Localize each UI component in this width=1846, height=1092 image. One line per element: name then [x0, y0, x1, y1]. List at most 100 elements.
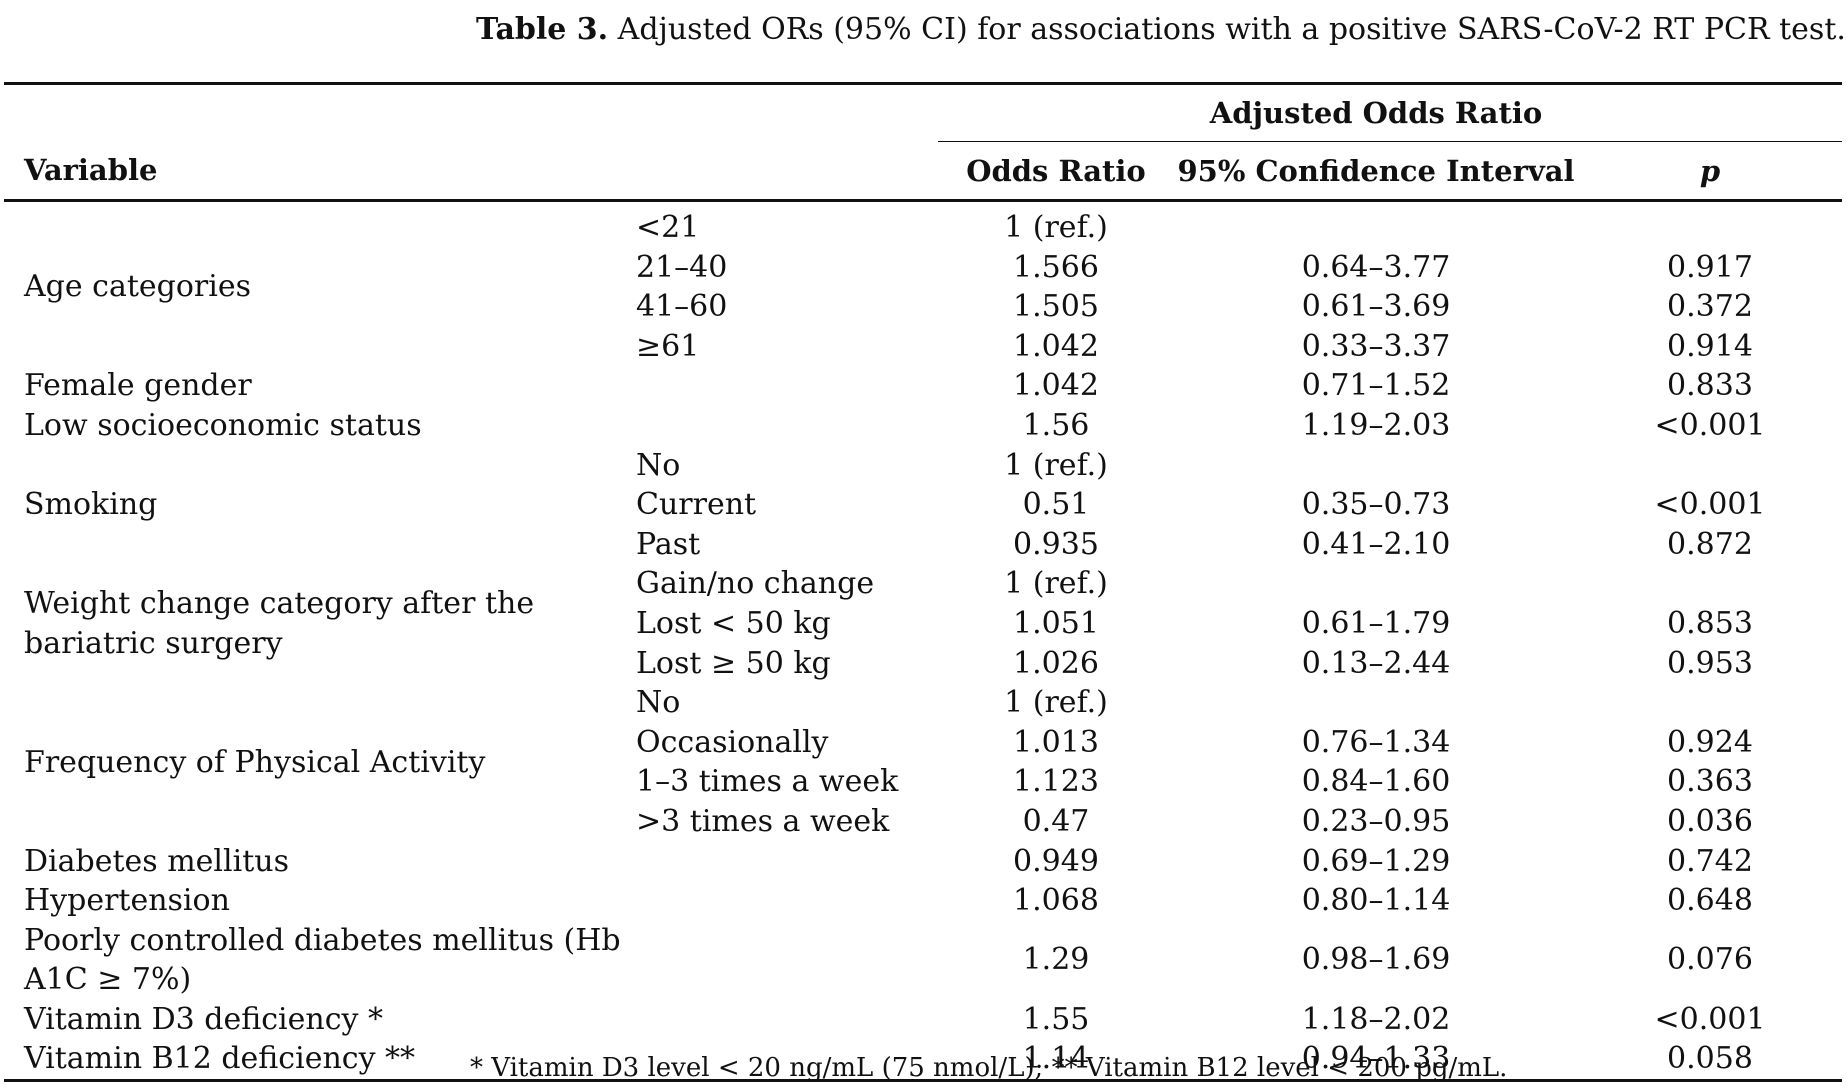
odds-ratio-cell: 0.949 — [1013, 843, 1099, 879]
odds-ratio-cell: 1 (ref.) — [1004, 210, 1108, 245]
odds-ratio-cell: 1.026 — [1013, 645, 1099, 681]
odds-ratio-cell: 0.47 — [1022, 803, 1090, 839]
ci-cell: 0.35–0.73 — [1301, 487, 1451, 523]
ci-cell: 0.23–0.95 — [1301, 803, 1451, 839]
odds-ratio-cell: 1.56 — [1022, 407, 1090, 443]
variable-cell: Smoking — [4, 446, 636, 565]
subcategory-cell: Current — [636, 487, 757, 523]
variable-cell: Frequency of Physical Activity — [4, 683, 636, 841]
odds-ratio-cell: 1.068 — [1013, 883, 1099, 919]
table-caption-label: Table 3. — [476, 12, 609, 47]
p-value-cell: 0.742 — [1667, 843, 1753, 879]
subcategory-cell — [636, 366, 938, 406]
subcategory-cell: 41–60 — [636, 289, 728, 325]
p-value-cell: 0.372 — [1667, 289, 1753, 325]
subcategory-cell — [636, 842, 938, 882]
variable-cell: Diabetes mellitus — [4, 842, 636, 882]
variable-label: Weight change category after the bariatr… — [24, 586, 535, 661]
variable-cell: Poorly controlled diabetes mellitus (Hb … — [4, 921, 636, 1000]
header-ci: 95% Confidence Interval — [1174, 141, 1578, 202]
table-row: 41–60 1.505 0.61–3.69 0.372 — [4, 287, 1842, 327]
subcategory-cell: Gain/no change — [636, 566, 875, 602]
table-row: Smoking No 1 (ref.) — [4, 446, 1842, 523]
variable-cell: Low socioeconomic status — [4, 406, 636, 446]
odds-ratio-cell: 1.013 — [1013, 724, 1099, 760]
variable-label: Vitamin B12 deficiency ** — [24, 1041, 416, 1077]
ci-cell: 0.71–1.52 — [1301, 368, 1451, 404]
ci-cell — [1174, 446, 1578, 486]
odds-ratio-cell: 1.29 — [1022, 942, 1090, 978]
p-value-cell: 0.917 — [1667, 249, 1753, 285]
table-row: Lost ≥ 50 kg 1.026 0.13–2.44 0.953 — [4, 644, 1842, 684]
ci-cell: 0.61–1.79 — [1301, 605, 1451, 641]
p-value-cell — [1578, 201, 1842, 248]
ci-cell — [1174, 683, 1578, 723]
ci-cell: 0.13–2.44 — [1301, 645, 1451, 681]
subcategory-cell: ≥61 — [636, 328, 700, 364]
table-footnote: * Vitamin D3 level < 20 ng/mL (75 nmol/L… — [470, 1053, 1508, 1083]
table-row: Lost < 50 kg 1.051 0.61–1.79 0.853 — [4, 604, 1842, 644]
ci-cell: 0.64–3.77 — [1301, 249, 1451, 285]
table-caption: Table 3. Adjusted ORs (95% CI) for assoc… — [476, 8, 1846, 52]
odds-ratio-cell: 1.14 — [938, 1039, 1174, 1083]
table-row: Past 0.935 0.41–2.10 0.872 — [4, 525, 1842, 565]
p-value-cell: 0.648 — [1667, 883, 1753, 919]
results-table: Adjusted Odds Ratio Variable Odds Ratio … — [4, 82, 1842, 1083]
p-value-cell: 0.924 — [1667, 724, 1753, 760]
header-variable: Variable — [4, 141, 636, 202]
subcategory-cell — [636, 1000, 938, 1040]
p-value-cell: 0.833 — [1667, 368, 1753, 404]
subcategory-cell — [636, 1039, 938, 1083]
subcategory-cell: No — [636, 447, 681, 483]
table-body: Age categories <21 1 (ref.) 21–40 1.566 0.64–… — [4, 201, 1842, 1083]
ci-cell: 0.61–3.69 — [1301, 289, 1451, 325]
variable-cell: Age categories — [4, 201, 636, 367]
header-odds-ratio: Odds Ratio — [938, 141, 1174, 202]
variable-label: Smoking — [24, 487, 158, 523]
table-row: Age categories <21 1 (ref.) — [4, 201, 1842, 304]
p-value-cell: 0.036 — [1667, 803, 1753, 839]
odds-ratio-cell: 0.935 — [1013, 526, 1099, 562]
subcategory-cell: Past — [636, 526, 701, 562]
subcategory-cell: <21 — [636, 210, 700, 245]
ci-cell: 0.84–1.60 — [1301, 764, 1451, 800]
ci-cell: 0.69–1.29 — [1301, 843, 1451, 879]
subcategory-cell: 21–40 — [636, 249, 728, 285]
variable-label: Female gender — [24, 368, 252, 404]
ci-cell — [1174, 201, 1578, 248]
subcategory-cell: 1–3 times a week — [636, 764, 899, 800]
p-value-cell: <0.001 — [1654, 487, 1766, 523]
odds-ratio-cell: 0.51 — [1022, 487, 1090, 523]
table-row: 1–3 times a week 1.123 0.84–1.60 0.363 — [4, 762, 1842, 802]
variable-cell: Female gender — [4, 366, 636, 406]
table-row: ≥61 1.042 0.33–3.37 0.914 — [4, 327, 1842, 367]
p-value-cell: 0.058 — [1578, 1039, 1842, 1083]
table-row: Female gender 1.042 0.71–1.52 0.833 — [4, 366, 1842, 406]
ci-cell: 0.98–1.69 — [1301, 942, 1451, 978]
ci-cell: 1.18–2.02 — [1301, 1001, 1451, 1037]
odds-ratio-cell: 1.566 — [1013, 249, 1099, 285]
p-value-cell — [1578, 683, 1842, 723]
variable-cell: Hypertension — [4, 881, 636, 921]
odds-ratio-cell: 1.123 — [1013, 764, 1099, 800]
table-row: 21–40 1.566 0.64–3.77 0.917 — [4, 248, 1842, 288]
variable-cell: Vitamin B12 deficiency ** — [4, 1039, 636, 1083]
odds-ratio-cell: 1 (ref.) — [1004, 447, 1108, 483]
p-value-cell: 0.853 — [1667, 605, 1753, 641]
table-row: Vitamin B12 deficiency ** 1.14 0.94–1.33 0.… — [4, 1039, 1842, 1083]
table-row: >3 times a week 0.47 0.23–0.95 0.036 — [4, 802, 1842, 842]
header-row-columns: Variable Odds Ratio 95% Confidence Inter… — [4, 141, 1842, 202]
ci-cell: 0.80–1.14 — [1301, 883, 1451, 919]
variable-label: Frequency of Physical Activity — [24, 744, 486, 780]
odds-ratio-cell: 1.55 — [1022, 1001, 1090, 1037]
table-row: Poorly controlled diabetes mellitus (Hb … — [4, 921, 1842, 1000]
table-row: Current 0.51 0.35–0.73 <0.001 — [4, 485, 1842, 525]
p-value-cell: <0.001 — [1654, 407, 1766, 443]
subcategory-cell — [636, 406, 938, 446]
p-value-cell: 0.363 — [1667, 764, 1753, 800]
odds-ratio-cell: 1 (ref.) — [1004, 685, 1108, 721]
odds-ratio-cell: 1.505 — [1013, 289, 1099, 325]
variable-label: Poorly controlled diabetes mellitus (Hb … — [24, 922, 621, 998]
table-row: Diabetes mellitus 0.949 0.69–1.29 0.742 — [4, 842, 1842, 882]
subcategory-cell: No — [636, 685, 681, 721]
